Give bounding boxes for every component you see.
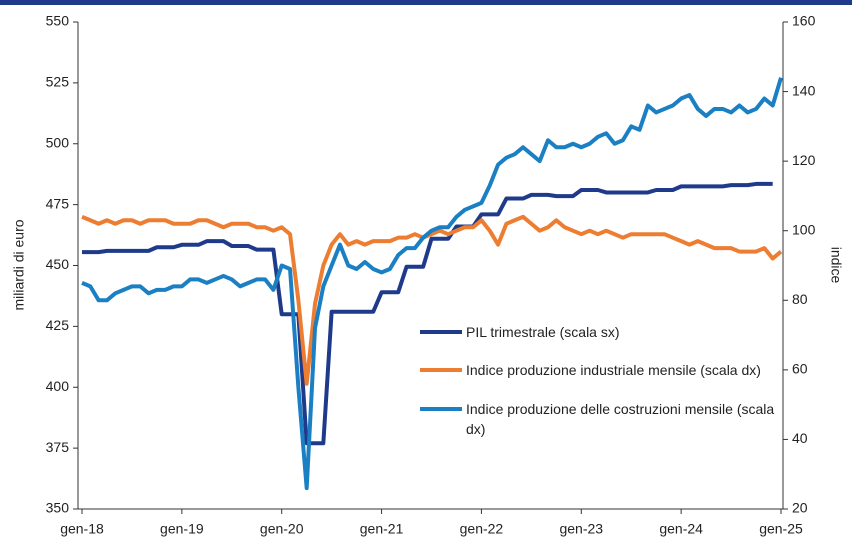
- y-tick-label: 475: [46, 195, 70, 211]
- x-tick-label: gen-21: [360, 521, 404, 537]
- legend-label: Indice produzione industriale mensile (s…: [466, 362, 761, 378]
- y2-tick-label: 160: [792, 13, 816, 29]
- y2-tick-label: 40: [792, 430, 808, 446]
- x-tick-label: gen-18: [60, 521, 104, 537]
- x-tick-label: gen-19: [160, 521, 204, 537]
- x-tick-label: gen-24: [659, 521, 703, 537]
- y-tick-label: 400: [46, 378, 70, 394]
- series-line: [82, 181, 773, 446]
- y-tick-label: 550: [46, 13, 70, 29]
- y-tick-label: 425: [46, 317, 70, 333]
- top-band: [0, 0, 852, 5]
- y2-axis-label: indice: [828, 247, 844, 284]
- x-tick-label: gen-22: [460, 521, 504, 537]
- legend-label: Indice produzione delle costruzioni mens…: [466, 401, 775, 437]
- x-tick-label: gen-25: [759, 521, 803, 537]
- y2-tick-label: 80: [792, 291, 808, 307]
- y2-tick-label: 120: [792, 152, 816, 168]
- y-tick-label: 500: [46, 134, 70, 150]
- legend-label: PIL trimestrale (scala sx): [466, 324, 620, 340]
- series-line: [81, 214, 783, 386]
- y-tick-label: 350: [46, 500, 70, 516]
- y-axis-label: miliardi di euro: [11, 219, 27, 310]
- y2-tick-label: 20: [792, 500, 808, 516]
- y-tick-label: 375: [46, 439, 70, 455]
- y-tick-label: 525: [46, 74, 70, 90]
- series-line: [81, 77, 783, 491]
- x-tick-label: gen-23: [559, 521, 603, 537]
- y2-tick-label: 100: [792, 221, 816, 237]
- y2-tick-label: 60: [792, 361, 808, 377]
- y2-tick-label: 140: [792, 82, 816, 98]
- x-tick-label: gen-20: [260, 521, 304, 537]
- y-tick-label: 450: [46, 256, 70, 272]
